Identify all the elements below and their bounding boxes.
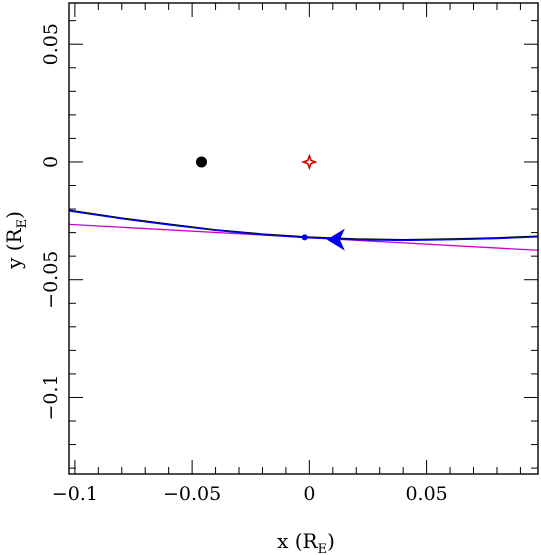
x-tick-label: −0.05 xyxy=(163,483,221,505)
source-trajectory-blue-line xyxy=(69,210,538,242)
y-tick-label: −0.1 xyxy=(40,374,62,420)
x-tick-label: 0 xyxy=(303,483,315,505)
y-tick-label: 0.05 xyxy=(40,23,62,65)
x-tick-label: 0.05 xyxy=(405,483,447,505)
direction-arrow-marker xyxy=(326,228,345,251)
closest-approach-dot xyxy=(301,234,308,241)
plot-frame xyxy=(68,2,539,475)
y-axis-label: y (RE) xyxy=(2,211,30,270)
plot-area xyxy=(69,153,538,251)
tick-marks xyxy=(69,3,538,474)
center-of-mass-marker xyxy=(301,153,318,171)
x-tick-label: −0.1 xyxy=(52,483,98,505)
x-axis-label: x (RE) xyxy=(277,529,335,555)
y-tick-label: 0 xyxy=(40,156,62,168)
lens-mass-dot xyxy=(195,156,207,168)
tick-labels: −0.1 −0.05 0 0.05 −0.1 −0.05 0 0.05 xyxy=(40,23,448,505)
y-tick-label: −0.05 xyxy=(40,251,62,309)
